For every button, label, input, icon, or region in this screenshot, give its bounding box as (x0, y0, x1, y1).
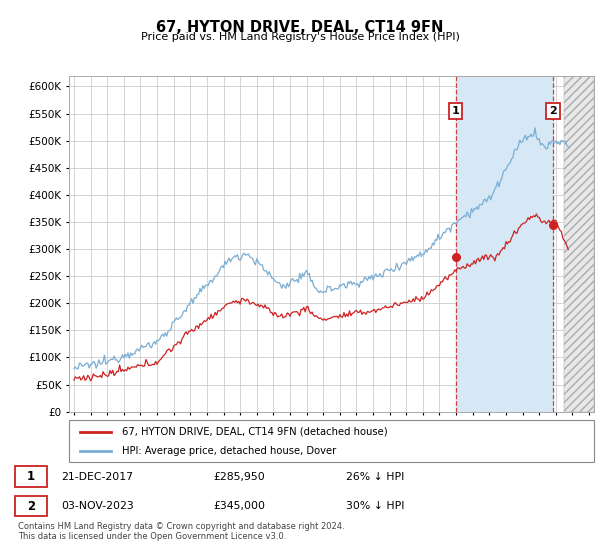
Text: 30% ↓ HPI: 30% ↓ HPI (346, 501, 404, 511)
Text: £345,000: £345,000 (214, 501, 266, 511)
Text: 1: 1 (452, 106, 460, 116)
Text: Contains HM Land Registry data © Crown copyright and database right 2024.
This d: Contains HM Land Registry data © Crown c… (18, 522, 344, 542)
Text: 67, HYTON DRIVE, DEAL, CT14 9FN: 67, HYTON DRIVE, DEAL, CT14 9FN (157, 20, 443, 35)
Bar (455, 76, 553, 412)
Text: 26% ↓ HPI: 26% ↓ HPI (346, 472, 404, 482)
Bar (564, 76, 594, 412)
Text: 2: 2 (549, 106, 557, 116)
FancyBboxPatch shape (15, 466, 47, 487)
Text: HPI: Average price, detached house, Dover: HPI: Average price, detached house, Dove… (121, 446, 336, 456)
Text: 67, HYTON DRIVE, DEAL, CT14 9FN (detached house): 67, HYTON DRIVE, DEAL, CT14 9FN (detache… (121, 427, 387, 437)
Bar (564, 76, 594, 412)
Text: 21-DEC-2017: 21-DEC-2017 (61, 472, 133, 482)
Text: 03-NOV-2023: 03-NOV-2023 (61, 501, 134, 511)
Text: Price paid vs. HM Land Registry's House Price Index (HPI): Price paid vs. HM Land Registry's House … (140, 32, 460, 43)
FancyBboxPatch shape (15, 496, 47, 516)
Text: 2: 2 (26, 500, 35, 513)
Text: 1: 1 (26, 470, 35, 483)
FancyBboxPatch shape (69, 420, 594, 462)
Text: £285,950: £285,950 (214, 472, 265, 482)
